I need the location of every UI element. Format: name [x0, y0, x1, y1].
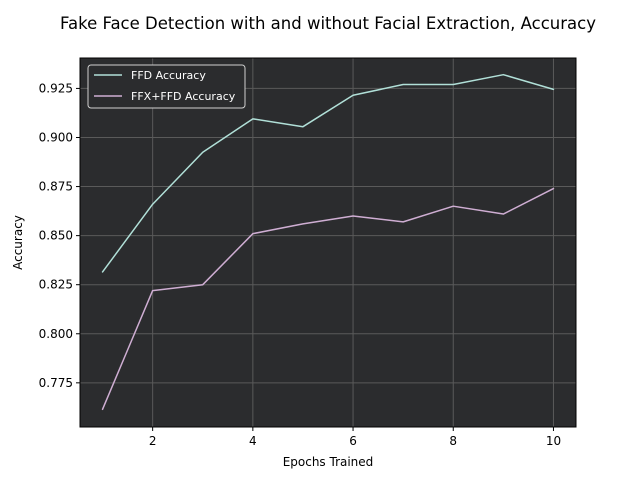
y-tick-label: 0.925	[39, 81, 73, 95]
y-tick-label: 0.825	[39, 278, 73, 292]
chart-title: Fake Face Detection with and without Fac…	[60, 14, 596, 33]
legend-label-ffx-ffd: FFX+FFD Accuracy	[131, 90, 236, 103]
series-lines	[101, 73, 555, 411]
y-tick-label: 0.850	[39, 229, 73, 243]
legend-label-ffd: FFD Accuracy	[131, 69, 206, 82]
legend: FFD Accuracy FFX+FFD Accuracy	[87, 64, 246, 109]
plot-frame	[79, 57, 577, 428]
y-tick-label: 0.900	[39, 130, 73, 144]
y-tick-label: 0.800	[39, 327, 73, 341]
series-line-0	[101, 73, 555, 273]
x-tick-label: 6	[349, 434, 357, 448]
x-axis-ticks: 2 4 6 8 10	[149, 427, 561, 448]
legend-box	[87, 64, 246, 109]
y-tick-label: 0.875	[39, 180, 73, 194]
x-tick-label: 10	[546, 434, 561, 448]
y-axis-ticks: 0.775 0.800 0.825 0.850 0.875 0.900 0.925	[39, 81, 80, 390]
plot-area	[80, 58, 576, 427]
x-tick-label: 2	[149, 434, 157, 448]
x-tick-label: 4	[249, 434, 257, 448]
y-axis-label: Accuracy	[11, 215, 25, 270]
x-tick-label: 8	[449, 434, 457, 448]
y-tick-label: 0.775	[39, 376, 73, 390]
x-axis-label: Epochs Trained	[283, 455, 374, 469]
series-line-1	[101, 187, 555, 411]
